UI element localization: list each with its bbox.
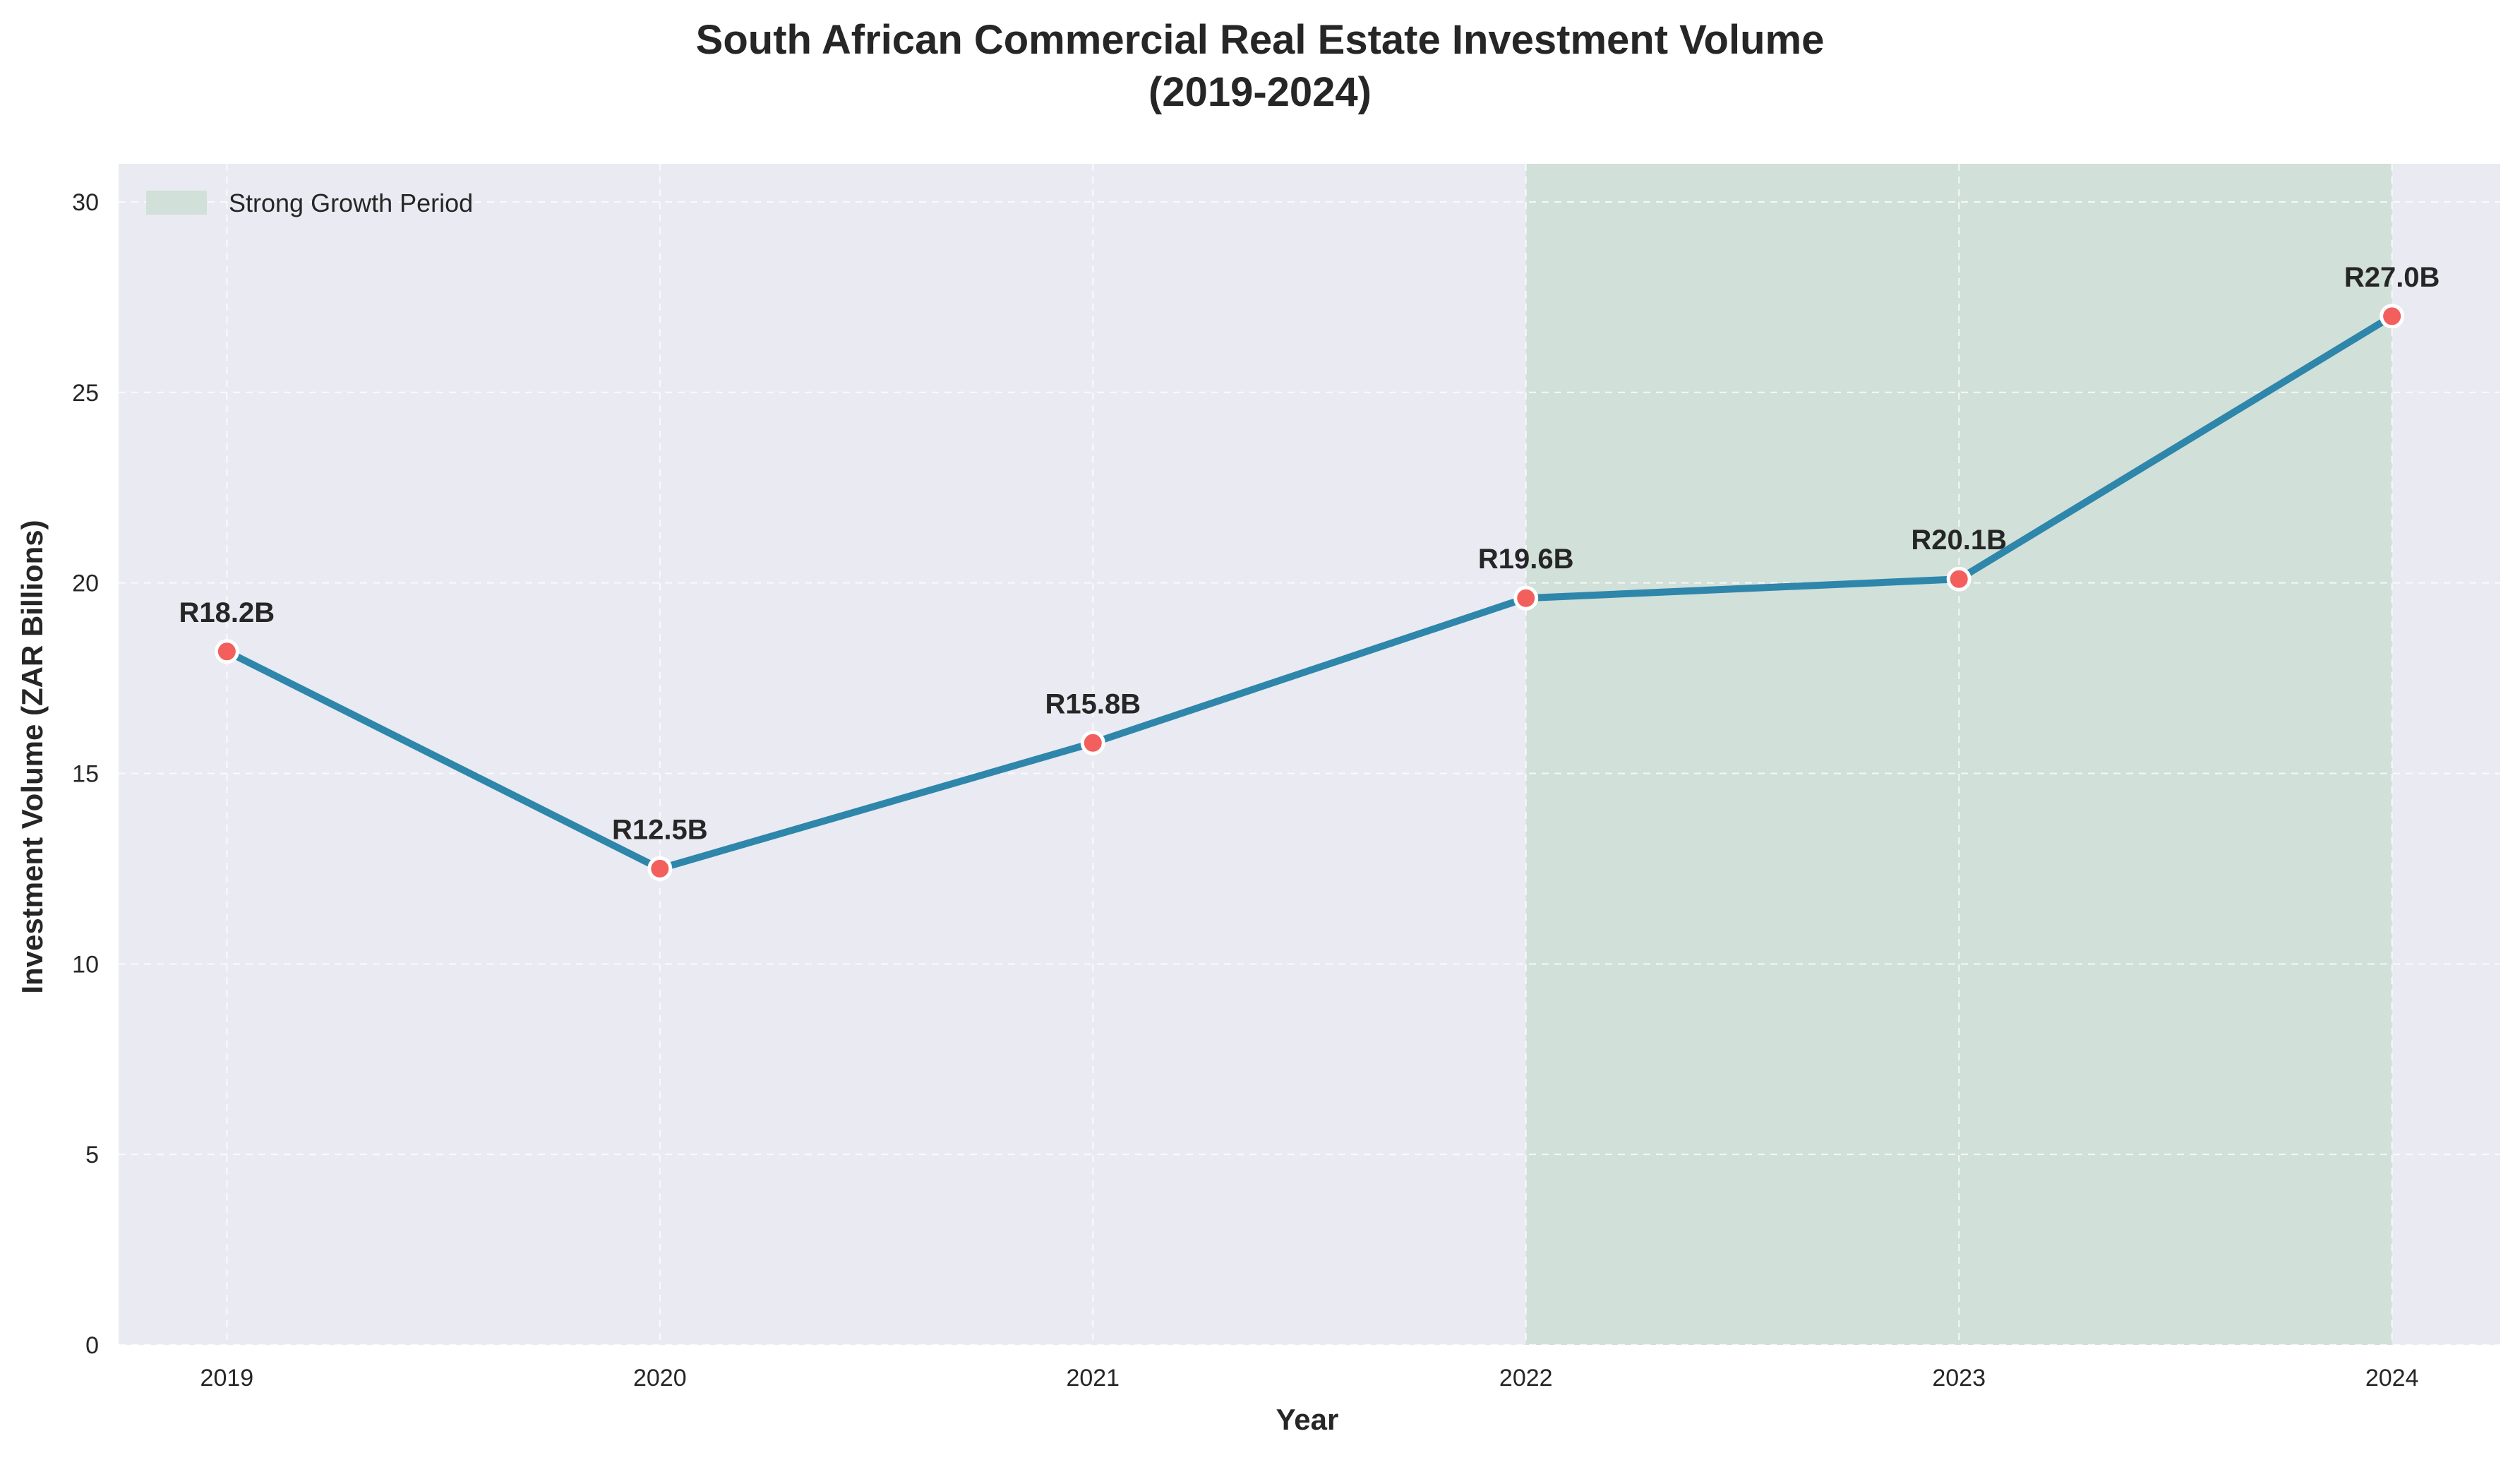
y-tick-label-6: 30 — [72, 189, 99, 216]
x-tick-label-3: 2022 — [1499, 1365, 1553, 1392]
chart-title: South African Commercial Real Estate Inv… — [696, 17, 1825, 63]
x-tick-label-0: 2019 — [200, 1365, 254, 1392]
y-tick-label-0: 0 — [85, 1332, 99, 1359]
data-label-2024: R27.0B — [2344, 262, 2440, 293]
data-label-2022: R19.6B — [1478, 544, 1574, 575]
data-markers — [214, 304, 2405, 881]
data-point-2021 — [1080, 730, 1105, 755]
y-axis-ticks: 0 5 10 15 20 25 30 — [72, 189, 99, 1359]
y-tick-label-3: 15 — [72, 760, 99, 787]
data-label-2021: R15.8B — [1045, 688, 1141, 719]
x-axis-ticks: 2019 2020 2021 2022 2023 2024 — [200, 1365, 2419, 1392]
data-point-2024 — [2380, 304, 2405, 329]
data-label-2023: R20.1B — [1911, 525, 2007, 556]
data-label-2019: R18.2B — [179, 597, 275, 628]
data-point-2022 — [1513, 585, 1539, 611]
x-tick-label-4: 2023 — [1932, 1365, 1986, 1392]
legend: Strong Growth Period — [146, 189, 473, 217]
x-tick-label-2: 2021 — [1066, 1365, 1120, 1392]
data-point-2023 — [1946, 566, 1972, 592]
x-tick-label-1: 2020 — [633, 1365, 687, 1392]
data-label-2020: R12.5B — [612, 814, 708, 845]
y-axis-label: Investment Volume (ZAR Billions) — [16, 520, 49, 993]
investment-volume-line — [223, 312, 2396, 873]
x-axis-label: Year — [1276, 1403, 1339, 1436]
data-labels: R18.2B R12.5B R15.8B R19.6B R20.1B R27.0B — [179, 262, 2440, 846]
data-point-2020 — [647, 856, 673, 881]
x-tick-label-5: 2024 — [2365, 1365, 2419, 1392]
legend-label-strong-growth: Strong Growth Period — [229, 189, 473, 217]
legend-swatch-strong-growth — [146, 191, 207, 215]
chart-subtitle: (2019-2024) — [1148, 69, 1372, 115]
y-tick-label-1: 5 — [85, 1142, 99, 1168]
y-tick-label-4: 20 — [72, 570, 99, 597]
y-tick-label-5: 25 — [72, 380, 99, 407]
y-tick-label-2: 10 — [72, 951, 99, 978]
grid-lines — [119, 164, 2500, 1346]
data-point-2019 — [214, 639, 239, 664]
